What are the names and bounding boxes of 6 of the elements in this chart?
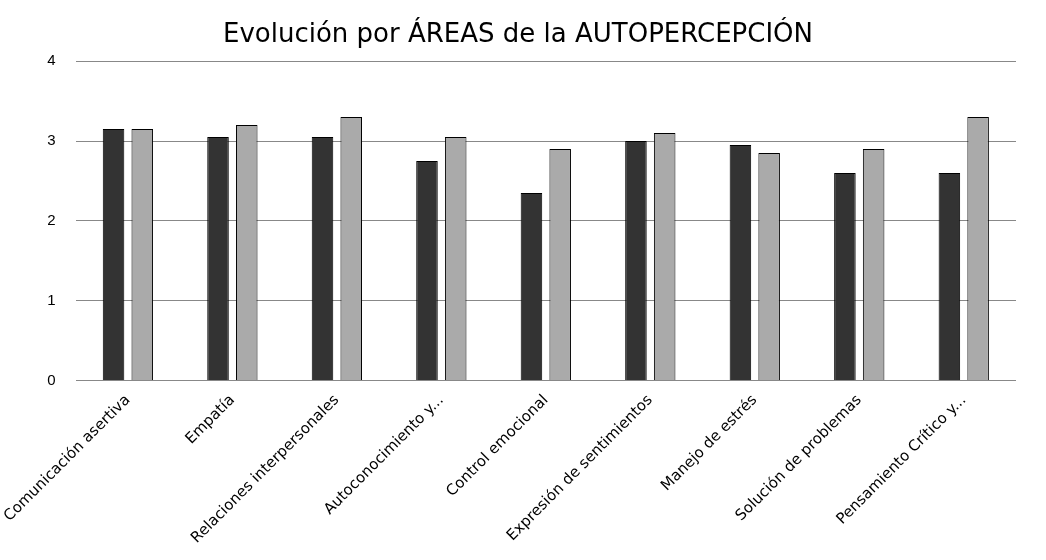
y-tick-label: 2	[47, 210, 56, 228]
y-tick-label: 4	[47, 51, 56, 69]
y-tick-label: 1	[47, 290, 56, 308]
y-tick-label: 0	[47, 370, 56, 388]
chart-title: Evolución por ÁREAS de la AUTOPERCEPCIÓN	[222, 17, 814, 49]
y-tick-label: 3	[47, 131, 56, 149]
